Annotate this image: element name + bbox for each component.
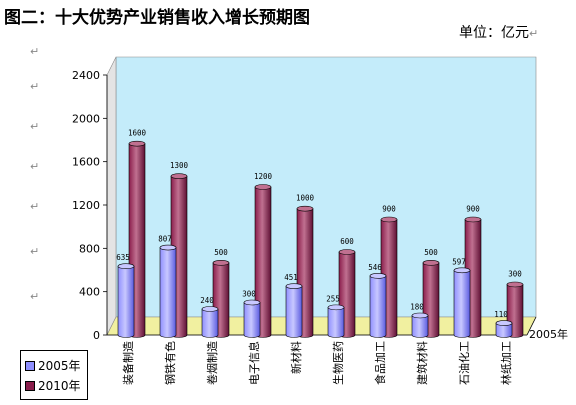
x-tick-label: 钢铁有色	[163, 341, 177, 385]
bar-2005-top	[411, 312, 429, 319]
data-label-2010: 1600	[128, 129, 147, 138]
bar-2005	[117, 265, 135, 338]
data-label-2005: 451	[284, 273, 298, 282]
bar-2010-top	[170, 173, 188, 179]
bar-2010-top	[506, 281, 524, 288]
paragraph-mark: ↵	[30, 245, 40, 258]
legend-swatch-2005	[25, 361, 35, 371]
x-tick-label: 装备制造	[121, 341, 135, 385]
bar-2005-top	[117, 263, 135, 270]
data-label-2005: 180	[410, 303, 424, 312]
x-tick-label: 电子信息	[247, 341, 261, 385]
data-label-2010: 500	[424, 248, 438, 257]
y-tick-label: 2400	[72, 69, 100, 82]
data-label-2005: 807	[158, 235, 172, 244]
paragraph-mark: ↵	[30, 200, 40, 213]
paragraph-mark: ↵	[30, 45, 40, 58]
bar-2005	[327, 307, 345, 338]
bar-2010-top	[212, 260, 230, 266]
unit-label: 单位：亿元↵	[459, 25, 539, 41]
paragraph-mark: ↵	[30, 290, 40, 303]
bar-2005	[495, 322, 513, 338]
bar-2005	[159, 247, 177, 338]
y-tick-label: 1200	[72, 199, 100, 212]
data-label-2005: 240	[200, 296, 214, 305]
x-tick-label: 生物医药	[331, 341, 345, 385]
data-label-2005: 597	[452, 257, 466, 266]
bar-2005-top	[495, 320, 513, 326]
paragraph-mark: ↵	[30, 160, 40, 173]
bar-2005-top	[159, 244, 177, 251]
paragraph-mark: ↵	[30, 120, 40, 133]
y-tick-label: 2000	[72, 112, 100, 125]
data-label-2005: 635	[116, 253, 130, 262]
x-tick-label: 卷烟制造	[205, 341, 219, 385]
y-tick-label: 1600	[72, 156, 100, 169]
x-tick-label: 新材料	[289, 341, 303, 374]
data-label-2010: 900	[382, 205, 396, 214]
bar-2005	[285, 285, 303, 338]
depth-axis-line	[526, 316, 537, 336]
bar-2005	[411, 315, 429, 338]
bar-2005	[453, 270, 471, 338]
data-label-2010: 1300	[170, 161, 189, 170]
side-wall	[106, 56, 117, 336]
chart-legend: 2005年 2010年	[20, 350, 88, 400]
bar-2005	[369, 275, 387, 338]
bar-2005-top	[201, 306, 219, 312]
bar-2005	[201, 308, 219, 338]
data-label-2005: 546	[368, 263, 382, 272]
y-tick-label: 400	[79, 286, 100, 299]
data-label-2010: 1200	[254, 172, 273, 181]
data-label-2005: 300	[242, 290, 256, 299]
legend-item-2010: 2010年	[25, 378, 81, 394]
x-tick-label: 建筑材料	[415, 341, 429, 385]
bar-2010-top	[464, 216, 482, 223]
bar-2010-top	[254, 184, 272, 190]
y-tick-label: 800	[79, 242, 100, 255]
x-tick-label: 林纸加工	[499, 341, 513, 385]
x-tick-label: 石油化工	[457, 341, 471, 385]
legend-swatch-2010	[25, 381, 35, 391]
depth-axis-label: 2005年	[529, 327, 568, 341]
bar-2005	[243, 302, 261, 338]
bar-2005-top	[369, 273, 387, 279]
data-label-2010: 600	[340, 237, 354, 246]
data-label-2005: 255	[326, 294, 340, 303]
bar-2005-top	[243, 299, 261, 306]
data-label-2010: 1000	[296, 194, 315, 203]
bar-2005-top	[453, 267, 471, 274]
y-tick-label: 0	[93, 329, 100, 342]
bar-2010-top	[338, 249, 356, 255]
legend-item-2005: 2005年	[25, 358, 81, 374]
bar-2010-top	[422, 260, 440, 266]
x-tick-label: 食品加工	[373, 341, 387, 385]
data-label-2010: 900	[466, 205, 480, 214]
data-label-2010: 500	[214, 248, 228, 257]
data-label-2005: 110	[494, 310, 508, 319]
bar-2010-top	[296, 205, 314, 212]
bar-2005-top	[327, 304, 345, 311]
page-title: 图二：十大优势产业销售收入增长预期图	[4, 8, 310, 28]
bar-2010-top	[128, 140, 146, 147]
paragraph-mark: ↵	[30, 80, 40, 93]
bar-2010-top	[380, 216, 398, 223]
bar-2005-top	[285, 283, 303, 289]
data-label-2010: 300	[508, 270, 522, 279]
